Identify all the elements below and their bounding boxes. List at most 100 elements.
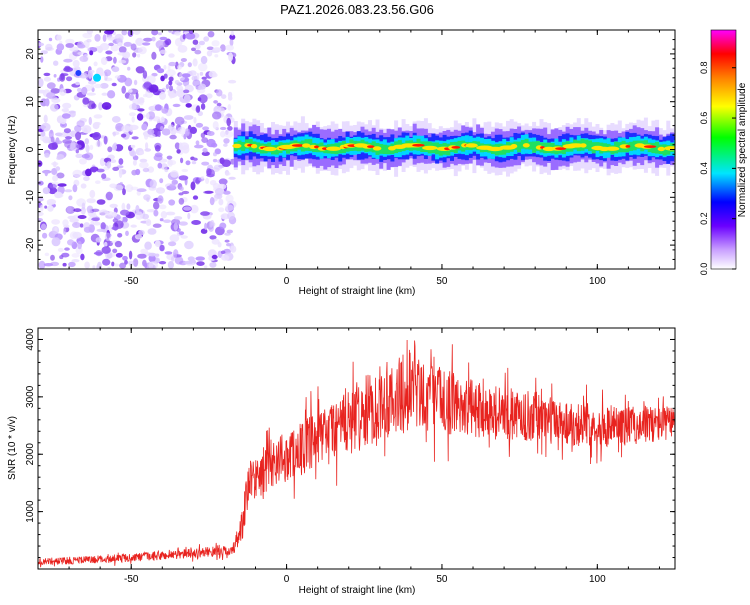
noise-blob xyxy=(45,98,50,107)
noise-blob xyxy=(130,186,139,191)
noise-blob xyxy=(63,224,70,228)
noise-blob xyxy=(130,43,137,51)
noise-blob xyxy=(81,153,90,159)
noise-blob xyxy=(209,197,215,206)
noise-blob xyxy=(225,194,234,203)
noise-blob xyxy=(81,86,88,95)
noise-blob xyxy=(159,91,166,100)
noise-blob xyxy=(65,38,75,45)
noise-blob xyxy=(206,131,215,136)
noise-blob xyxy=(78,158,87,165)
signal-cell xyxy=(655,141,660,154)
noise-blob xyxy=(119,181,123,185)
spectrogram-xlabel: Height of straight line (km) xyxy=(299,286,416,297)
noise-blob xyxy=(81,202,86,210)
noise-blob xyxy=(157,162,163,169)
noise-blob xyxy=(106,30,115,34)
noise-blob xyxy=(223,143,228,147)
noise-blob xyxy=(86,198,96,204)
noise-blob xyxy=(95,180,101,184)
noise-blob xyxy=(171,179,178,185)
noise-blob xyxy=(184,260,194,265)
noise-blob xyxy=(204,190,214,194)
noise-blob xyxy=(122,188,126,196)
noise-blob xyxy=(196,261,205,266)
noise-blob xyxy=(229,34,236,40)
noise-blob xyxy=(57,247,64,252)
noise-blob xyxy=(146,197,150,203)
noise-blob xyxy=(69,142,80,151)
noise-blob xyxy=(63,67,73,72)
noise-blob xyxy=(40,223,47,231)
noise-blob xyxy=(46,92,56,99)
noise-blob xyxy=(57,183,67,187)
noise-blob xyxy=(112,248,118,254)
noise-blob xyxy=(49,183,57,189)
noise-blob xyxy=(177,126,187,135)
noise-blob xyxy=(222,190,231,195)
noise-blob xyxy=(191,220,202,225)
noise-blob xyxy=(180,58,187,62)
noise-blob xyxy=(92,132,101,141)
noise-blob xyxy=(209,262,217,268)
noise-blob xyxy=(154,145,161,152)
noise-blob xyxy=(111,226,119,231)
noise-blob xyxy=(168,124,175,131)
noise-blob xyxy=(128,89,133,93)
noise-blob xyxy=(191,161,197,165)
noise-blob xyxy=(181,190,190,195)
noise-blob xyxy=(86,205,94,214)
noise-blob xyxy=(118,158,124,165)
noise-blob xyxy=(146,75,156,84)
noise-blob xyxy=(174,256,184,265)
noise-blob xyxy=(119,262,127,269)
noise-blob xyxy=(102,34,107,42)
noise-blob xyxy=(55,166,61,171)
noise-blob xyxy=(225,44,234,51)
noise-blob xyxy=(169,234,180,243)
noise-blob xyxy=(107,146,113,153)
noise-blob xyxy=(174,80,180,85)
noise-blob xyxy=(171,131,176,135)
noise-blob xyxy=(55,137,60,145)
noise-blob xyxy=(157,32,162,36)
noise-blob xyxy=(107,36,115,41)
noise-blob xyxy=(76,87,83,93)
noise-blob xyxy=(137,99,145,104)
noise-blob xyxy=(223,138,230,144)
snr-xlabel: Height of straight line (km) xyxy=(299,585,416,596)
noise-blob xyxy=(167,159,177,166)
noise-blob xyxy=(101,102,112,110)
noise-blob xyxy=(192,79,201,87)
noise-blob xyxy=(87,100,96,110)
noise-blob xyxy=(164,251,173,255)
noise-blob xyxy=(43,114,48,124)
noise-blob xyxy=(149,179,157,189)
noise-blob xyxy=(56,172,65,179)
noise-blob xyxy=(117,233,123,238)
noise-blob xyxy=(161,108,169,114)
noise-blob xyxy=(183,206,192,211)
signal-hot-yellow xyxy=(262,146,277,152)
signal-cell xyxy=(386,145,391,155)
signal-hot-yellow xyxy=(250,144,258,149)
noise-blob xyxy=(147,128,155,135)
noise-blob xyxy=(136,113,144,121)
signal-band xyxy=(232,116,675,177)
noise-blob xyxy=(88,80,97,85)
noise-blob xyxy=(64,189,73,193)
noise-blob xyxy=(213,100,219,104)
noise-blob xyxy=(147,166,155,173)
noise-blob xyxy=(68,110,76,114)
noise-blob xyxy=(191,47,196,52)
noise-blob xyxy=(106,161,112,169)
noise-blob xyxy=(195,105,201,113)
noise-blob xyxy=(201,161,210,166)
noise-blob xyxy=(91,217,100,221)
noise-blob xyxy=(96,228,106,232)
colorbar-gradient xyxy=(710,29,737,270)
noise-blob xyxy=(138,151,145,155)
noise-blob xyxy=(145,219,152,226)
noise-blob xyxy=(73,208,82,213)
noise-blob xyxy=(153,201,160,210)
